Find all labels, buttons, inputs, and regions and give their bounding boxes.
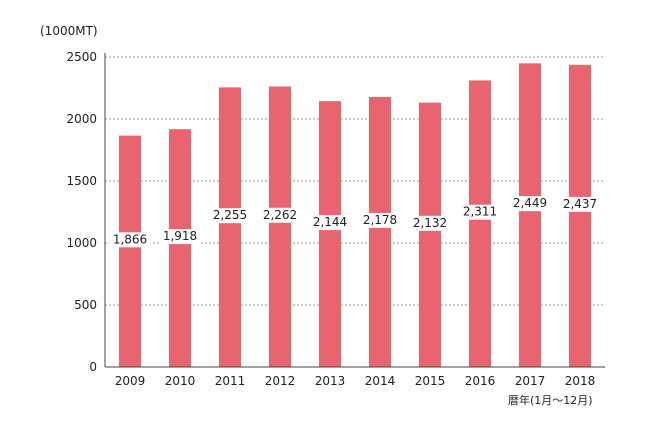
data-label-background	[409, 215, 451, 231]
bar	[519, 63, 541, 367]
bar	[569, 64, 591, 367]
y-tick-label: 0	[89, 360, 97, 374]
bar	[419, 102, 441, 367]
bar	[369, 96, 391, 367]
data-label-background	[509, 196, 551, 212]
bar	[269, 86, 291, 368]
data-label: 2,132	[413, 216, 447, 230]
y-axis-unit-label: (1000MT)	[40, 24, 98, 38]
data-label: 2,144	[313, 215, 347, 229]
x-tick-label: 2009	[115, 374, 146, 388]
data-label-background	[259, 207, 301, 223]
y-tick-label: 1000	[66, 236, 97, 250]
bar	[469, 80, 491, 367]
data-label: 1,918	[163, 229, 197, 243]
data-label-background	[109, 232, 151, 248]
y-tick-label: 2000	[66, 112, 97, 126]
y-tick-label: 2500	[66, 50, 97, 64]
x-tick-label: 2011	[215, 374, 246, 388]
data-label-background	[359, 212, 401, 228]
x-tick-label: 2015	[415, 374, 446, 388]
y-tick-label: 1500	[66, 174, 97, 188]
x-tick-label: 2014	[365, 374, 396, 388]
x-tick-label: 2018	[565, 374, 596, 388]
data-label-background	[559, 196, 601, 212]
x-tick-label: 2013	[315, 374, 346, 388]
data-label: 2,178	[363, 213, 397, 227]
x-tick-label: 2016	[465, 374, 496, 388]
data-label-background	[209, 208, 251, 224]
x-tick-label: 2012	[265, 374, 296, 388]
data-label-background	[309, 215, 351, 231]
y-tick-label: 500	[74, 298, 97, 312]
data-labels: 1,866 1,918 2,255 2,262 2,144 2,178 2,132 2,311…	[109, 196, 601, 248]
x-tick-label: 2010	[165, 374, 196, 388]
data-label: 2,437	[563, 197, 597, 211]
bar	[319, 101, 341, 368]
data-label-background	[159, 229, 201, 245]
bar	[219, 87, 241, 367]
data-label: 1,866	[113, 232, 147, 246]
data-label: 2,311	[463, 205, 497, 219]
x-tick-label: 2017	[515, 374, 546, 388]
x-axis-unit-label: 暦年(1月〜12月)	[508, 394, 593, 407]
data-label: 2,262	[263, 208, 297, 222]
bars	[119, 63, 591, 368]
axes: 0 500 1000 1500 2000 2500 2009 2010 2011 2012 2013…	[66, 50, 605, 388]
bar	[119, 135, 141, 367]
data-label-background	[459, 204, 501, 220]
bar	[169, 129, 191, 367]
data-label: 2,255	[213, 208, 247, 222]
data-label: 2,449	[513, 196, 547, 210]
